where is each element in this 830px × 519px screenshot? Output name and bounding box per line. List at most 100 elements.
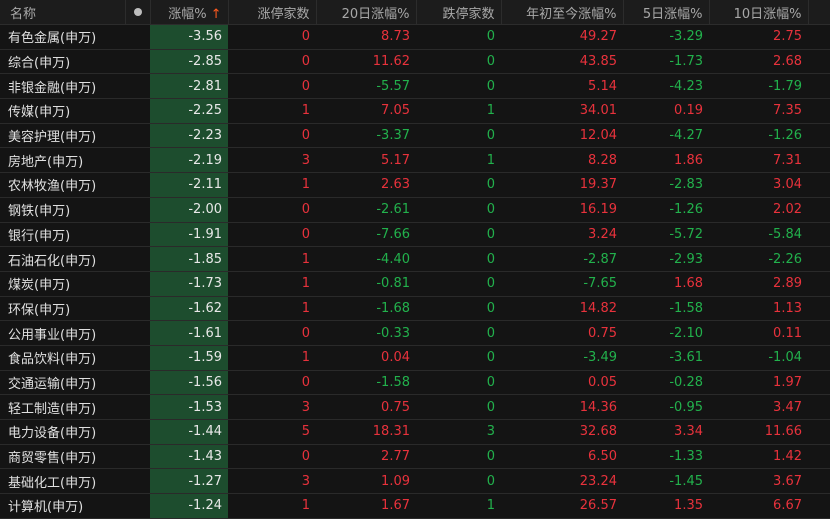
cell-limit-down: 1 — [416, 98, 501, 124]
cell-d5: -5.72 — [623, 222, 709, 248]
cell-ytd: 6.50 — [501, 444, 623, 470]
cell-filler — [808, 493, 830, 519]
cell-name: 基础化工(申万) — [0, 468, 125, 495]
cell-d10: 1.97 — [709, 370, 808, 396]
cell-name: 有色金属(申万) — [0, 24, 125, 50]
table-row[interactable]: 农林牧渔(申万) -2.11 1 2.63 0 19.37 -2.83 3.04 — [0, 172, 830, 198]
table-row[interactable]: 综合(申万) -2.85 0 11.62 0 43.85 -1.73 2.68 — [0, 49, 830, 75]
cell-ytd: 49.27 — [501, 24, 623, 50]
cell-filler — [808, 271, 830, 297]
cell-limit-down: 0 — [416, 24, 501, 50]
cell-d10: 2.89 — [709, 271, 808, 297]
cell-d10: -1.79 — [709, 73, 808, 100]
cell-d10: -1.04 — [709, 345, 808, 371]
cell-limit-up: 3 — [228, 394, 316, 420]
cell-filler — [808, 345, 830, 371]
table-row[interactable]: 环保(申万) -1.62 1 -1.68 0 14.82 -1.58 1.13 — [0, 296, 830, 322]
cell-dot — [125, 24, 150, 50]
cell-dot — [125, 49, 150, 75]
cell-ytd: 14.82 — [501, 296, 623, 322]
cell-limit-down: 1 — [416, 493, 501, 519]
cell-limit-up: 0 — [228, 73, 316, 100]
cell-ytd: 32.68 — [501, 419, 623, 445]
cell-d5: -2.93 — [623, 246, 709, 272]
cell-d5: 3.34 — [623, 419, 709, 445]
cell-change: -1.24 — [150, 493, 228, 519]
cell-ytd: 3.24 — [501, 222, 623, 248]
table-row[interactable]: 交通运输(申万) -1.56 0 -1.58 0 0.05 -0.28 1.97 — [0, 370, 830, 396]
table-row[interactable]: 煤炭(申万) -1.73 1 -0.81 0 -7.65 1.68 2.89 — [0, 271, 830, 297]
cell-d20: -0.81 — [316, 271, 416, 297]
header-change[interactable]: 涨幅% ↑ — [150, 0, 229, 25]
table-row[interactable]: 食品饮料(申万) -1.59 1 0.04 0 -3.49 -3.61 -1.04 — [0, 345, 830, 371]
cell-ytd: 43.85 — [501, 49, 623, 75]
cell-change: -2.19 — [150, 147, 228, 174]
cell-d20: -0.33 — [316, 320, 416, 346]
table-row[interactable]: 美容护理(申万) -2.23 0 -3.37 0 12.04 -4.27 -1.26 — [0, 123, 830, 149]
cell-name: 公用事业(申万) — [0, 320, 125, 346]
cell-name: 传媒(申万) — [0, 98, 125, 124]
cell-change: -3.56 — [150, 24, 228, 50]
cell-limit-up: 0 — [228, 320, 316, 346]
cell-d20: -1.68 — [316, 296, 416, 322]
table-row[interactable]: 计算机(申万) -1.24 1 1.67 1 26.57 1.35 6.67 — [0, 493, 830, 519]
cell-name: 轻工制造(申万) — [0, 394, 125, 420]
header-10d[interactable]: 10日涨幅% — [709, 0, 809, 25]
cell-name: 商贸零售(申万) — [0, 444, 125, 470]
table-row[interactable]: 传媒(申万) -2.25 1 7.05 1 34.01 0.19 7.35 — [0, 98, 830, 124]
table-row[interactable]: 石油石化(申万) -1.85 1 -4.40 0 -2.87 -2.93 -2.26 — [0, 246, 830, 272]
cell-d5: -3.29 — [623, 24, 709, 50]
cell-dot — [125, 222, 150, 248]
header-name[interactable]: 名称 — [0, 0, 126, 25]
cell-d20: -5.57 — [316, 73, 416, 100]
cell-limit-down: 0 — [416, 271, 501, 297]
cell-d20: 11.62 — [316, 49, 416, 75]
cell-ytd: 26.57 — [501, 493, 623, 519]
cell-d10: 3.04 — [709, 172, 808, 198]
cell-change: -2.11 — [150, 172, 228, 198]
cell-dot — [125, 271, 150, 297]
header-limit-up[interactable]: 涨停家数 — [228, 0, 317, 25]
cell-ytd: 16.19 — [501, 197, 623, 223]
table-row[interactable]: 非银金融(申万) -2.81 0 -5.57 0 5.14 -4.23 -1.79 — [0, 73, 830, 100]
header-dot[interactable] — [125, 0, 151, 25]
cell-change: -1.73 — [150, 271, 228, 297]
cell-change: -1.53 — [150, 394, 228, 420]
cell-d20: -4.40 — [316, 246, 416, 272]
cell-d5: -0.95 — [623, 394, 709, 420]
table-row[interactable]: 基础化工(申万) -1.27 3 1.09 0 23.24 -1.45 3.67 — [0, 468, 830, 495]
cell-filler — [808, 49, 830, 75]
table-row[interactable]: 房地产(申万) -2.19 3 5.17 1 8.28 1.86 7.31 — [0, 147, 830, 174]
cell-name: 非银金融(申万) — [0, 73, 125, 100]
table-row[interactable]: 商贸零售(申万) -1.43 0 2.77 0 6.50 -1.33 1.42 — [0, 444, 830, 470]
cell-limit-up: 0 — [228, 123, 316, 149]
cell-d20: -7.66 — [316, 222, 416, 248]
cell-ytd: 5.14 — [501, 73, 623, 100]
cell-limit-down: 0 — [416, 345, 501, 371]
header-5d[interactable]: 5日涨幅% — [623, 0, 710, 25]
header-ytd[interactable]: 年初至今涨幅% — [501, 0, 624, 25]
cell-dot — [125, 493, 150, 519]
cell-d5: 1.86 — [623, 147, 709, 174]
cell-limit-down: 0 — [416, 246, 501, 272]
cell-d5: -1.26 — [623, 197, 709, 223]
table-row[interactable]: 电力设备(申万) -1.44 5 18.31 3 32.68 3.34 11.66 — [0, 419, 830, 445]
cell-name: 交通运输(申万) — [0, 370, 125, 396]
cell-filler — [808, 444, 830, 470]
cell-change: -1.27 — [150, 468, 228, 495]
table-row[interactable]: 银行(申万) -1.91 0 -7.66 0 3.24 -5.72 -5.84 — [0, 222, 830, 248]
cell-change: -1.85 — [150, 246, 228, 272]
table-row[interactable]: 公用事业(申万) -1.61 0 -0.33 0 0.75 -2.10 0.11 — [0, 320, 830, 346]
header-limit-down[interactable]: 跌停家数 — [416, 0, 502, 25]
cell-change: -2.25 — [150, 98, 228, 124]
table-row[interactable]: 轻工制造(申万) -1.53 3 0.75 0 14.36 -0.95 3.47 — [0, 394, 830, 420]
cell-filler — [808, 98, 830, 124]
header-20d[interactable]: 20日涨幅% — [316, 0, 417, 25]
table-row[interactable]: 有色金属(申万) -3.56 0 8.73 0 49.27 -3.29 2.75 — [0, 24, 830, 50]
cell-d5: -1.33 — [623, 444, 709, 470]
cell-dot — [125, 296, 150, 322]
cell-name: 钢铁(申万) — [0, 197, 125, 223]
table-row[interactable]: 钢铁(申万) -2.00 0 -2.61 0 16.19 -1.26 2.02 — [0, 197, 830, 223]
cell-ytd: 34.01 — [501, 98, 623, 124]
cell-limit-down: 0 — [416, 123, 501, 149]
